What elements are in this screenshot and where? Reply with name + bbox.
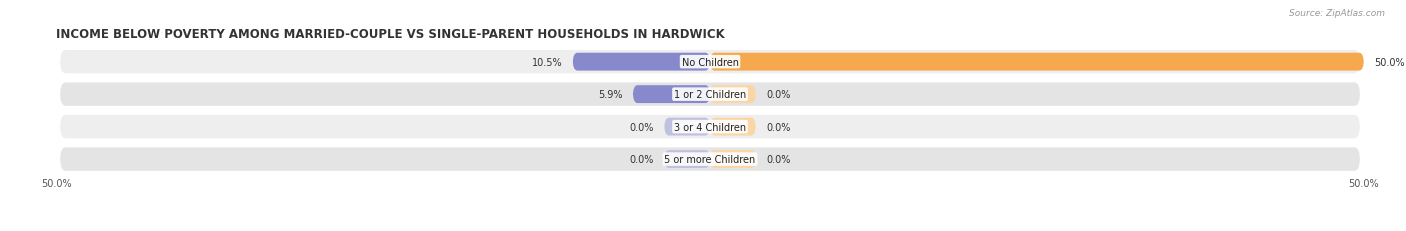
FancyBboxPatch shape: [60, 116, 1360, 139]
Text: 0.0%: 0.0%: [630, 154, 654, 164]
Text: 5.9%: 5.9%: [598, 90, 623, 100]
Text: 3 or 4 Children: 3 or 4 Children: [673, 122, 747, 132]
Text: Source: ZipAtlas.com: Source: ZipAtlas.com: [1289, 9, 1385, 18]
Legend: Married Couples, Single Parents: Married Couples, Single Parents: [606, 228, 814, 231]
Text: 1 or 2 Children: 1 or 2 Children: [673, 90, 747, 100]
FancyBboxPatch shape: [60, 148, 1360, 171]
FancyBboxPatch shape: [664, 118, 710, 136]
Text: 10.5%: 10.5%: [531, 57, 562, 67]
FancyBboxPatch shape: [710, 118, 756, 136]
Text: 5 or more Children: 5 or more Children: [665, 154, 755, 164]
FancyBboxPatch shape: [710, 53, 1364, 71]
Text: No Children: No Children: [682, 57, 738, 67]
Text: 0.0%: 0.0%: [766, 154, 790, 164]
Text: INCOME BELOW POVERTY AMONG MARRIED-COUPLE VS SINGLE-PARENT HOUSEHOLDS IN HARDWIC: INCOME BELOW POVERTY AMONG MARRIED-COUPL…: [56, 28, 725, 41]
FancyBboxPatch shape: [572, 53, 710, 71]
FancyBboxPatch shape: [60, 83, 1360, 106]
Text: 0.0%: 0.0%: [766, 90, 790, 100]
FancyBboxPatch shape: [710, 86, 756, 103]
FancyBboxPatch shape: [664, 151, 710, 168]
Text: 50.0%: 50.0%: [1374, 57, 1405, 67]
FancyBboxPatch shape: [633, 86, 710, 103]
Text: 0.0%: 0.0%: [766, 122, 790, 132]
FancyBboxPatch shape: [710, 151, 756, 168]
FancyBboxPatch shape: [60, 51, 1360, 74]
Text: 0.0%: 0.0%: [630, 122, 654, 132]
